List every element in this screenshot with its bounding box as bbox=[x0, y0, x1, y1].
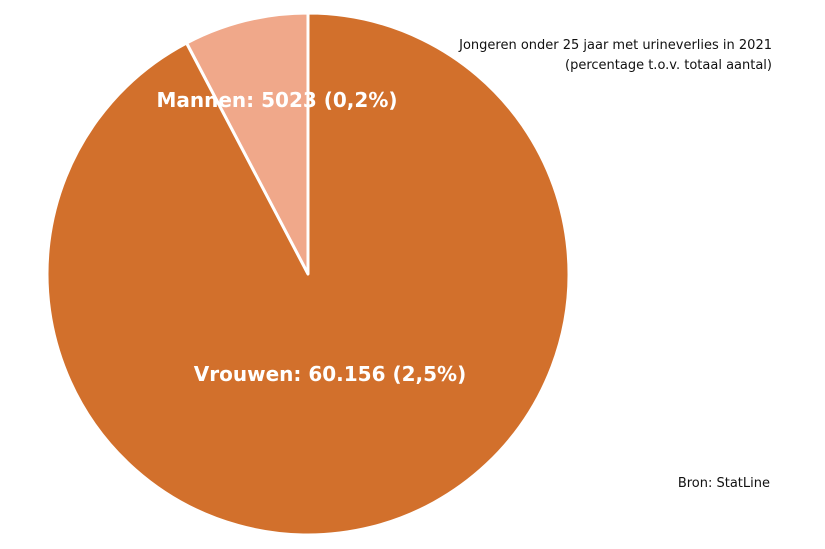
chart-title: Jongeren onder 25 jaar met urineverlies … bbox=[459, 38, 772, 73]
pie-slice-mannen bbox=[185, 11, 310, 276]
pie-slice-vrouwen bbox=[45, 11, 571, 537]
slice-label-vrouwen: Vrouwen: 60.156 (2,5%) bbox=[194, 362, 466, 386]
source-label: Bron: StatLine bbox=[677, 476, 770, 491]
slice-label-mannen: Mannen: 5023 (0,2%) bbox=[156, 88, 397, 112]
